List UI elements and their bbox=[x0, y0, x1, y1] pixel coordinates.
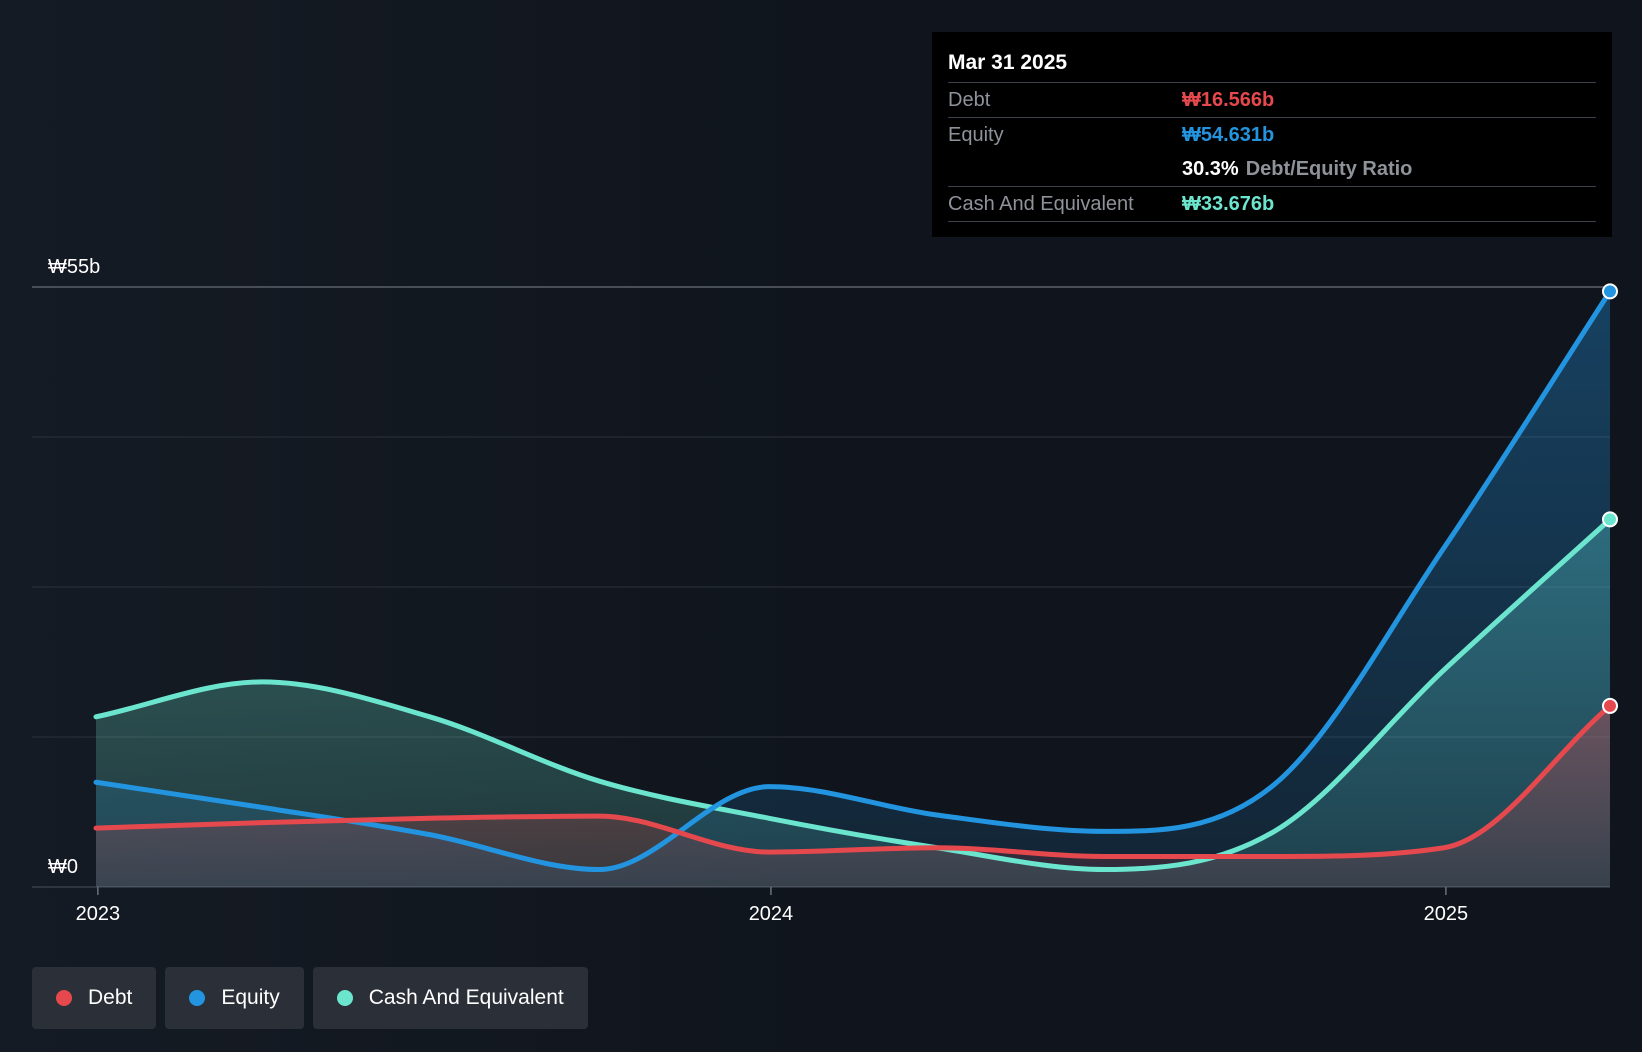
legend-item-equity[interactable]: Equity bbox=[165, 967, 304, 1029]
x-tick-label: 2023 bbox=[76, 903, 121, 925]
debt-dot-icon bbox=[56, 990, 72, 1006]
cash-area bbox=[96, 519, 1610, 887]
axes: ₩55b ₩0 2023 2024 2025 bbox=[48, 256, 1468, 925]
cash-dot-icon bbox=[336, 990, 353, 1006]
tooltip-cash-value: ₩33.676b bbox=[1182, 192, 1275, 215]
tooltip-cash-row: Cash And Equivalent ₩33.676b bbox=[948, 186, 1596, 222]
debt-line[interactable] bbox=[93, 703, 1613, 859]
y-tick-label: ₩0 bbox=[48, 856, 78, 878]
legend-item-debt[interactable]: Debt bbox=[32, 967, 157, 1029]
legend-label-debt: Debt bbox=[88, 986, 133, 1009]
debt-end-marker[interactable] bbox=[1602, 697, 1618, 714]
tooltip-debt-label: Debt bbox=[948, 88, 991, 111]
cash-line[interactable] bbox=[93, 516, 1613, 873]
equity-end-marker[interactable] bbox=[1602, 283, 1618, 300]
tooltip-ratio-row: 30.3% Debt/Equity Ratio bbox=[948, 152, 1596, 186]
tooltip-equity-label: Equity bbox=[948, 123, 1004, 146]
equity-line[interactable] bbox=[93, 288, 1613, 873]
tooltip-equity-value: ₩54.631b bbox=[1182, 123, 1275, 146]
legend-item-cash[interactable]: Cash And Equivalent bbox=[312, 967, 588, 1029]
end-markers bbox=[1602, 283, 1618, 714]
x-tick-label: 2025 bbox=[1424, 903, 1469, 925]
y-tick-label: ₩55b bbox=[48, 256, 100, 278]
x-tick-label: 2024 bbox=[749, 903, 794, 925]
legend-label-equity: Equity bbox=[221, 986, 280, 1009]
series-areas bbox=[96, 291, 1610, 887]
tooltip-debt-row: Debt ₩16.566b bbox=[948, 82, 1596, 117]
cash-end-marker[interactable] bbox=[1602, 511, 1618, 528]
debt-area bbox=[96, 705, 1610, 887]
tooltip-ratio-label: Debt/Equity Ratio bbox=[1245, 157, 1413, 180]
tooltip-ratio-value: 30.3% bbox=[1182, 157, 1239, 180]
tooltip-debt-value: ₩16.566b bbox=[1182, 88, 1275, 111]
series-lines bbox=[93, 288, 1613, 873]
tooltip-date: Mar 31 2025 bbox=[948, 51, 1068, 74]
tooltip-cash-label: Cash And Equivalent bbox=[948, 192, 1134, 215]
legend-label-cash: Cash And Equivalent bbox=[368, 986, 564, 1009]
equity-dot-icon bbox=[189, 990, 206, 1006]
tooltip-panel: Mar 31 2025 Debt ₩16.566b Equity ₩54.631… bbox=[932, 32, 1612, 237]
tooltip-equity-row: Equity ₩54.631b bbox=[948, 117, 1596, 152]
legend: Debt Equity Cash And Equivalent bbox=[32, 967, 588, 1029]
